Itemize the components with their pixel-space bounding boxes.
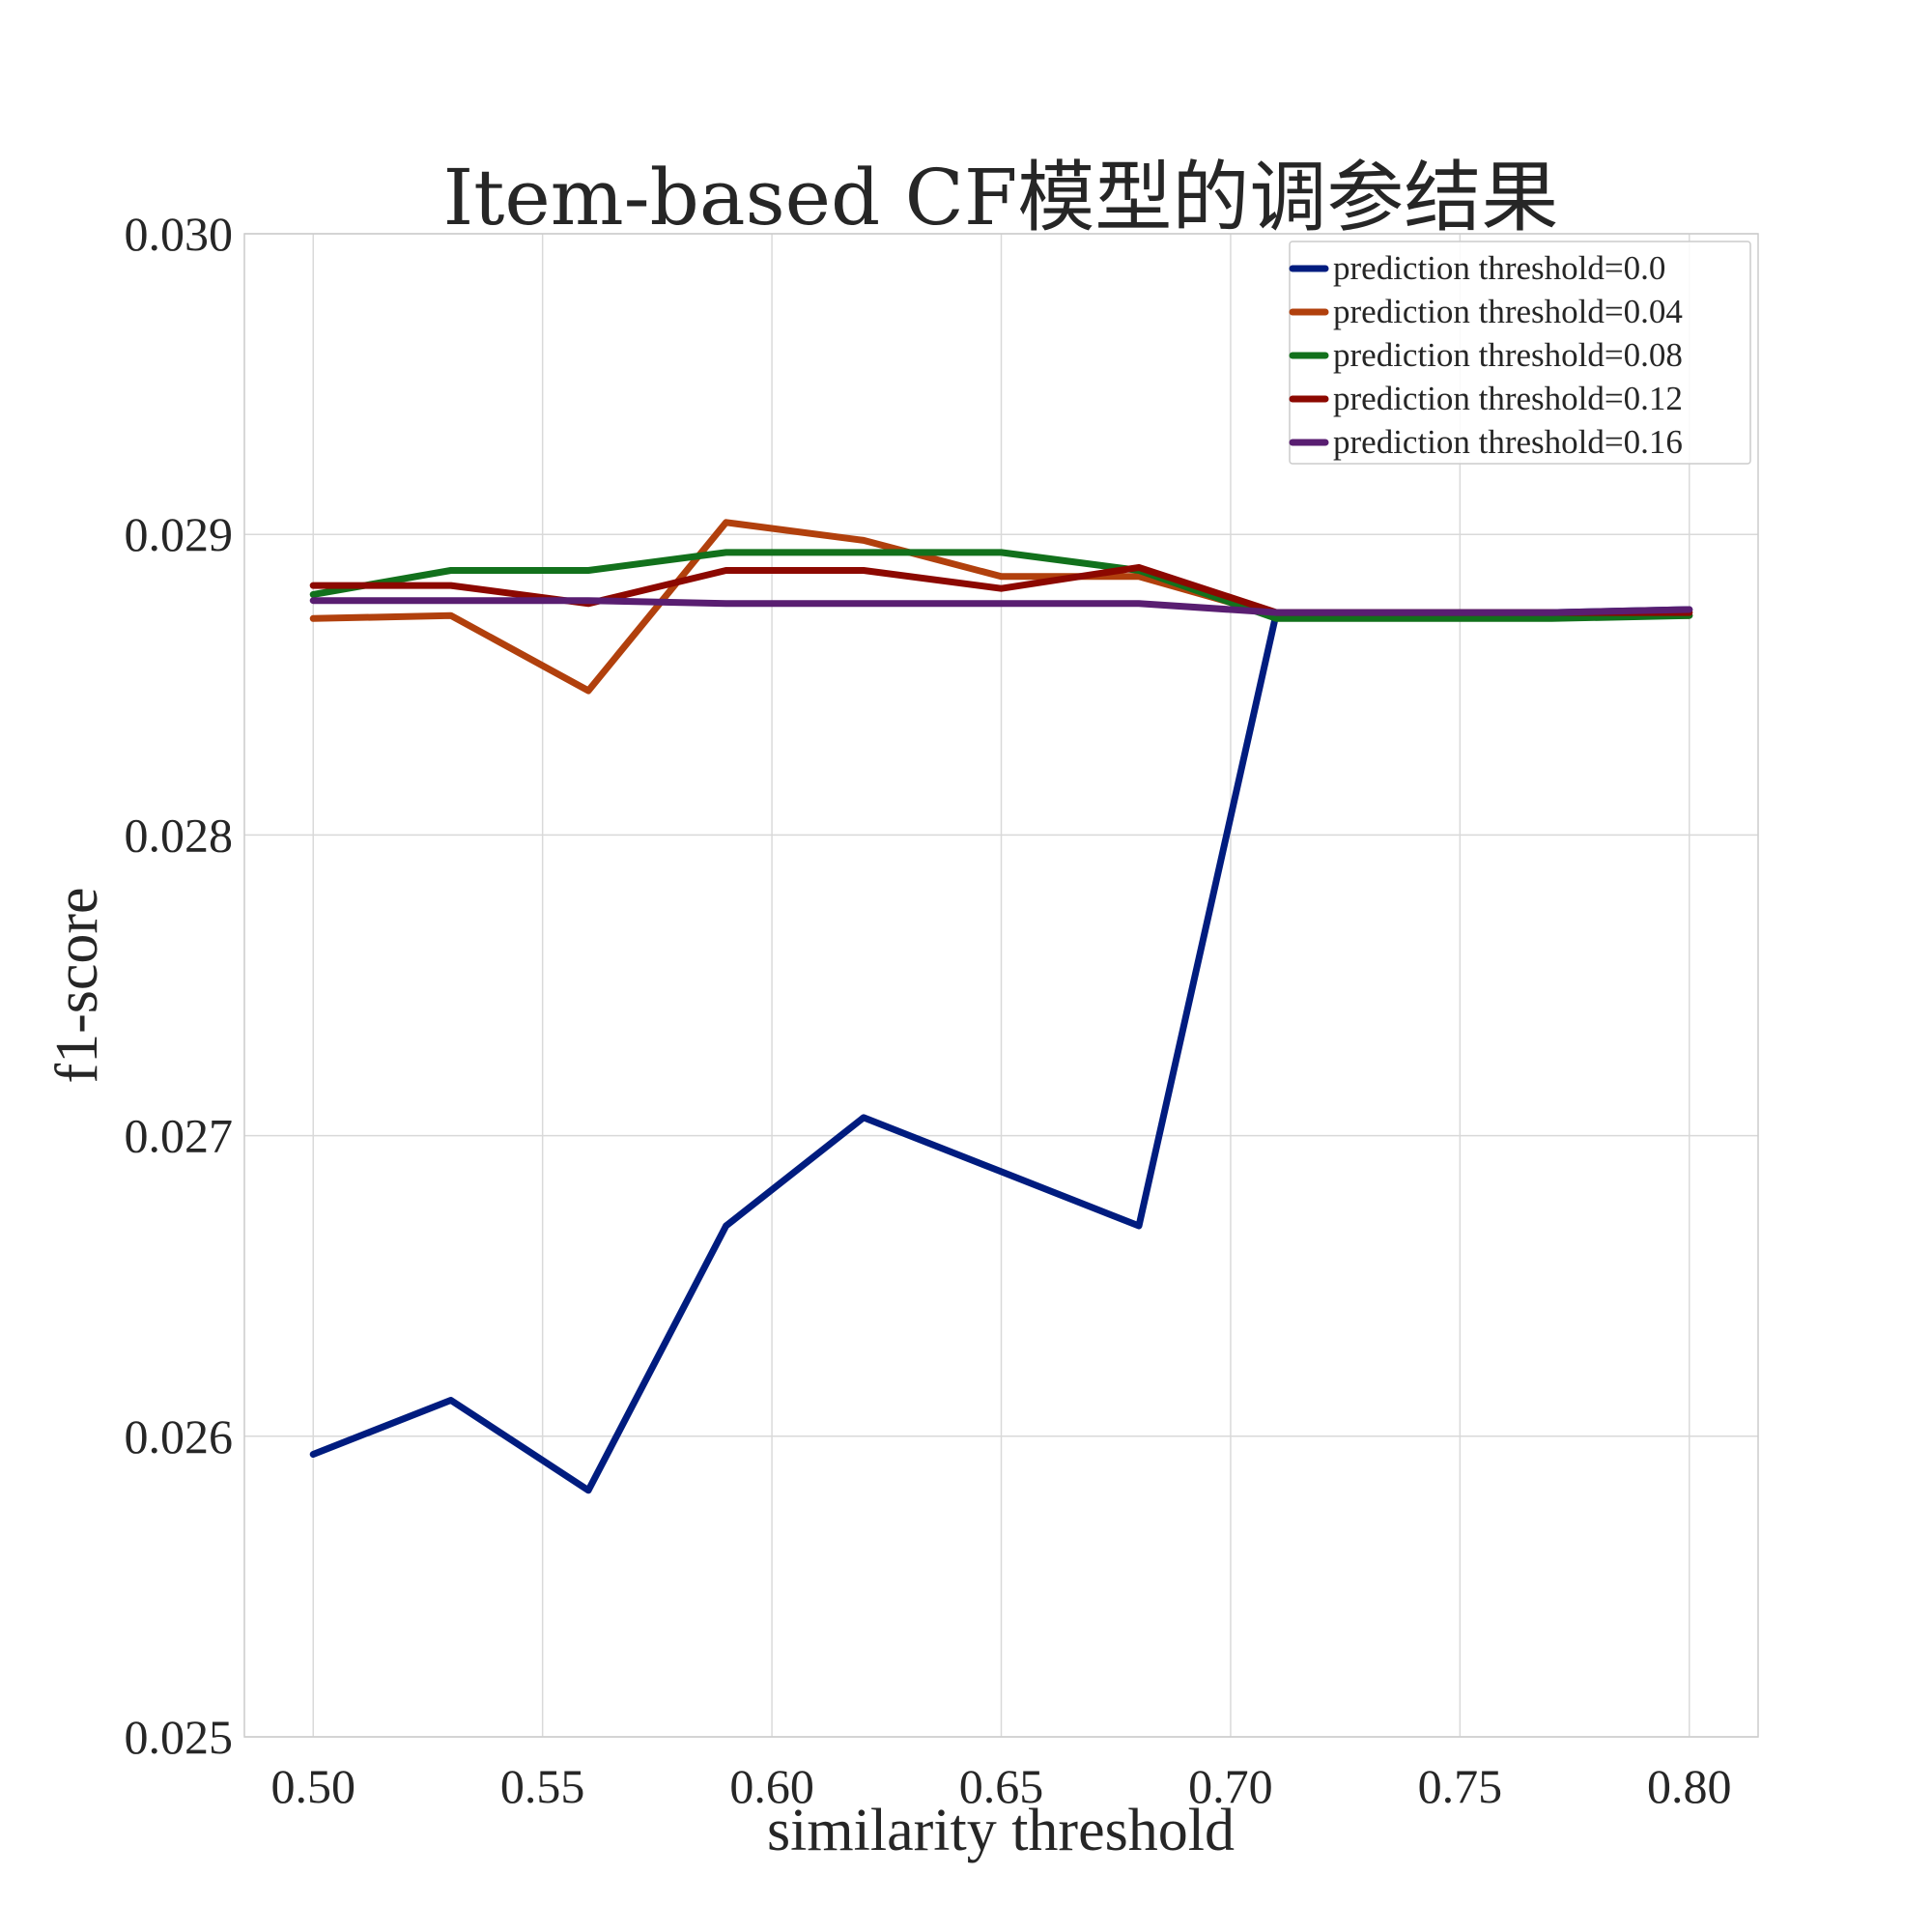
legend-label-0: prediction threshold=0.0 xyxy=(1333,249,1665,287)
plot-frame xyxy=(243,233,1759,1738)
y-tick-label: 0.030 xyxy=(125,207,234,261)
x-tick-label: 0.60 xyxy=(729,1759,814,1813)
series-lines xyxy=(309,519,1693,1494)
series-line-2 xyxy=(309,549,1693,622)
y-tick-label: 0.027 xyxy=(125,1109,234,1163)
y-tick-label: 0.026 xyxy=(125,1409,234,1463)
x-axis-ticks: 0.50 0.55 0.60 0.65 0.70 0.75 0.80 xyxy=(270,1759,1731,1813)
chart-title: Item-based CF模型的调参结果 xyxy=(443,153,1559,242)
y-tick-label: 0.029 xyxy=(125,507,234,561)
legend-label-3: prediction threshold=0.12 xyxy=(1333,380,1683,417)
x-tick-label: 0.55 xyxy=(500,1759,585,1813)
x-tick-label: 0.70 xyxy=(1188,1759,1273,1813)
legend-label-1: prediction threshold=0.04 xyxy=(1333,293,1683,330)
x-tick-label: 0.75 xyxy=(1418,1759,1503,1813)
legend: prediction threshold=0.0 prediction thres… xyxy=(1289,241,1751,465)
x-tick-label: 0.80 xyxy=(1647,1759,1732,1813)
y-tick-label: 0.028 xyxy=(125,808,234,862)
series-line-4 xyxy=(309,597,1693,616)
x-tick-label: 0.50 xyxy=(270,1759,355,1813)
y-axis-label: f1-score xyxy=(44,887,110,1083)
y-tick-label: 0.025 xyxy=(125,1710,234,1764)
legend-label-4: prediction threshold=0.16 xyxy=(1333,423,1683,461)
legend-box xyxy=(1289,241,1751,465)
y-axis-ticks: 0.025 0.026 0.027 0.028 0.029 0.030 xyxy=(125,207,234,1764)
legend-label-2: prediction threshold=0.08 xyxy=(1333,336,1683,374)
x-axis-label: similarity threshold xyxy=(767,1798,1235,1863)
x-tick-label: 0.65 xyxy=(959,1759,1044,1813)
